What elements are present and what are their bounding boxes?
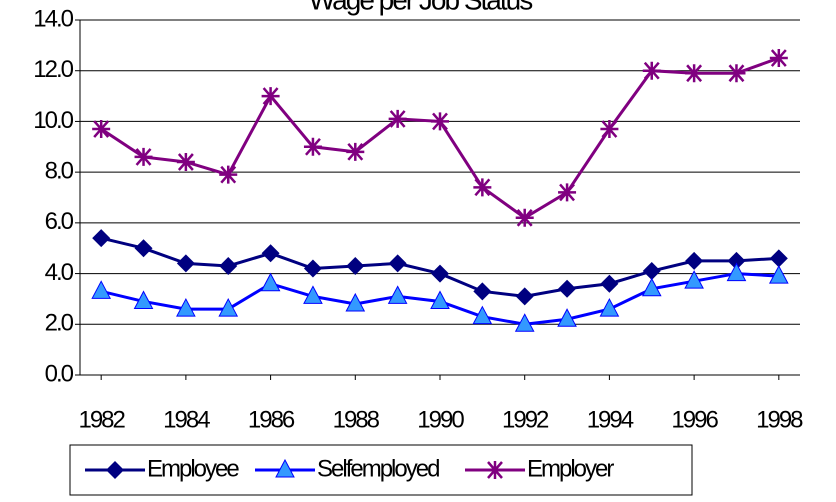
marker: [726, 262, 747, 282]
marker: [176, 254, 195, 273]
marker: [303, 259, 322, 278]
chart-title: Wage per Job Status: [309, 0, 532, 15]
marker: [768, 265, 789, 284]
y-tick-label: 8.0: [45, 157, 74, 184]
y-tick-label: 4.0: [45, 259, 74, 286]
x-tick-label: 1996: [671, 406, 718, 433]
marker: [303, 285, 323, 304]
y-tick-label: 2.0: [45, 310, 74, 337]
y-tick-label: 6.0: [45, 208, 74, 235]
marker: [769, 249, 788, 268]
marker: [176, 298, 196, 317]
marker: [558, 183, 577, 202]
x-tick-label: 1986: [248, 406, 295, 433]
marker: [134, 239, 153, 258]
marker: [92, 229, 111, 248]
marker: [218, 298, 239, 317]
y-tick-label: 0.0: [45, 360, 74, 387]
marker: [473, 282, 492, 301]
marker: [219, 165, 238, 184]
x-tick-label: 1990: [417, 406, 464, 433]
marker: [486, 461, 504, 479]
x-tick-label: 1982: [78, 406, 125, 433]
marker: [346, 142, 365, 161]
marker: [641, 277, 662, 297]
x-tick-label: 1992: [502, 406, 549, 433]
legend: Employee Selfemployed Employer: [69, 444, 693, 496]
marker: [515, 208, 534, 227]
marker: [388, 109, 407, 128]
legend-box: [69, 444, 693, 496]
legend-label: Employee: [147, 455, 239, 482]
marker: [685, 64, 704, 83]
marker: [599, 298, 620, 317]
marker: [275, 458, 295, 478]
legend-label: Employer: [527, 455, 614, 482]
y-tick-label: 14.0: [33, 5, 73, 32]
y-tick-label: 10.0: [33, 107, 73, 134]
marker: [727, 251, 746, 270]
marker: [558, 279, 577, 298]
marker: [557, 308, 577, 327]
marker: [515, 287, 534, 306]
marker: [346, 256, 365, 275]
marker: [684, 270, 704, 289]
x-tick-label: 1998: [756, 406, 803, 433]
marker: [261, 244, 280, 263]
marker: [219, 256, 238, 275]
marker: [685, 251, 704, 270]
x-tick-label: 1988: [333, 406, 380, 433]
marker: [473, 178, 492, 197]
marker: [176, 153, 195, 171]
x-tick-label: 1984: [163, 406, 210, 433]
marker: [387, 285, 408, 304]
legend-label: Selfemployed: [317, 455, 439, 482]
marker: [133, 290, 154, 309]
marker: [303, 137, 322, 156]
marker: [388, 254, 407, 273]
marker: [642, 61, 661, 80]
marker: [91, 280, 112, 299]
x-tick-label: 1994: [587, 406, 634, 433]
marker: [769, 49, 788, 68]
marker: [472, 305, 493, 325]
marker: [727, 64, 746, 83]
marker: [260, 272, 281, 292]
marker: [642, 262, 661, 281]
marker: [600, 274, 619, 293]
marker: [106, 461, 124, 479]
marker: [134, 147, 153, 166]
marker: [431, 112, 449, 131]
marker: [92, 120, 111, 139]
marker: [345, 292, 366, 312]
series-line: [100, 56, 780, 220]
y-tick-label: 12.0: [33, 56, 73, 83]
marker: [431, 264, 449, 283]
marker: [514, 313, 535, 332]
marker: [600, 120, 619, 139]
marker: [430, 290, 450, 309]
marker: [261, 87, 280, 106]
